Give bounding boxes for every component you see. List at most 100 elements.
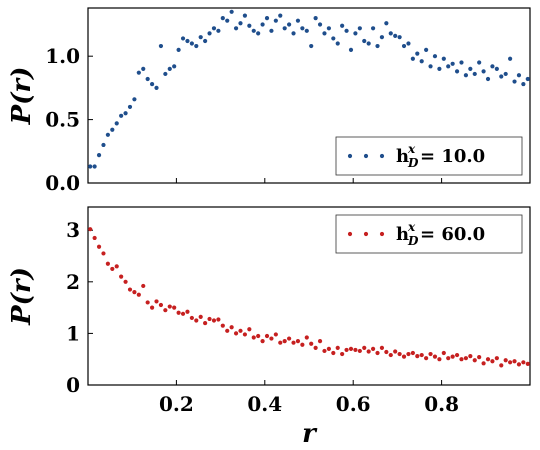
data-point xyxy=(101,142,106,148)
data-point xyxy=(432,354,438,359)
data-point xyxy=(370,26,376,31)
data-point xyxy=(149,81,155,87)
data-point xyxy=(233,331,239,336)
data-point xyxy=(521,81,526,87)
data-point xyxy=(149,305,155,310)
data-point xyxy=(384,349,389,355)
data-point xyxy=(410,56,415,61)
data-point xyxy=(419,59,424,64)
data-point xyxy=(163,71,168,77)
data-point xyxy=(105,132,110,137)
data-point xyxy=(256,31,261,36)
data-point xyxy=(198,314,203,319)
data-point xyxy=(459,60,464,65)
data-point xyxy=(247,327,252,332)
data-point xyxy=(335,345,340,350)
data-point xyxy=(207,316,212,322)
data-point xyxy=(264,333,270,339)
data-point xyxy=(428,351,433,357)
data-point xyxy=(468,354,473,359)
data-point xyxy=(163,308,168,313)
data-point xyxy=(508,56,513,61)
data-point xyxy=(114,264,119,269)
data-point xyxy=(309,43,314,49)
data-point xyxy=(88,164,93,169)
data-point xyxy=(309,341,314,346)
data-point xyxy=(251,28,256,33)
data-point xyxy=(180,36,186,41)
data-point xyxy=(172,64,177,69)
data-point xyxy=(326,26,331,31)
y-tick-label: 1.0 xyxy=(45,44,80,68)
data-point xyxy=(432,54,438,59)
data-point xyxy=(393,33,398,38)
data-point xyxy=(220,16,225,21)
legend-marker xyxy=(363,153,369,159)
top-panel: 0.0 0.5 1.0 P(r) hxD = 10.0 xyxy=(7,7,531,195)
data-point xyxy=(428,64,433,69)
data-point xyxy=(437,66,442,71)
data-point xyxy=(340,351,345,357)
data-point xyxy=(490,64,495,69)
data-point xyxy=(322,348,327,354)
data-point xyxy=(198,35,203,40)
data-point xyxy=(141,66,146,71)
data-point xyxy=(264,16,270,21)
data-point xyxy=(463,73,469,78)
legend-marker xyxy=(379,231,385,237)
data-point xyxy=(88,227,93,232)
data-point xyxy=(145,76,150,82)
data-point xyxy=(525,361,530,366)
data-points xyxy=(88,227,530,368)
data-point xyxy=(287,336,292,341)
data-point xyxy=(216,28,221,33)
y-tick-label: 0.5 xyxy=(45,108,80,132)
data-point xyxy=(317,339,323,344)
data-point xyxy=(119,113,124,118)
data-point xyxy=(123,111,128,116)
data-point xyxy=(233,26,239,31)
data-point xyxy=(322,31,327,36)
data-point xyxy=(503,71,508,77)
data-point xyxy=(393,349,398,354)
data-point xyxy=(119,274,124,279)
data-point xyxy=(242,13,248,18)
data-point xyxy=(114,121,119,126)
legend-label-sub: D xyxy=(407,234,419,248)
y-tick-label: 2 xyxy=(66,270,80,294)
data-point xyxy=(176,310,181,315)
legend-label-h: h xyxy=(396,224,409,245)
data-point xyxy=(123,279,128,284)
data-point xyxy=(348,47,354,52)
data-point xyxy=(485,357,491,362)
data-point xyxy=(141,283,146,289)
data-point xyxy=(278,13,283,18)
data-point xyxy=(256,333,261,339)
data-point xyxy=(92,164,97,169)
legend-marker xyxy=(347,153,353,159)
legend-label-sup: x xyxy=(407,220,416,234)
data-point xyxy=(379,345,385,350)
data-point xyxy=(180,311,186,316)
data-point xyxy=(269,28,274,33)
data-point xyxy=(388,352,393,358)
data-point xyxy=(384,21,389,26)
y-axis-label: P(r) xyxy=(7,67,37,126)
data-point xyxy=(366,349,371,354)
data-point xyxy=(521,360,526,365)
data-point xyxy=(406,351,411,357)
data-point xyxy=(189,41,194,46)
data-point xyxy=(340,23,345,28)
y-tick-label: 1 xyxy=(66,321,80,345)
data-point xyxy=(203,38,208,44)
data-point xyxy=(331,36,336,41)
data-point xyxy=(454,69,460,74)
data-point xyxy=(450,61,455,66)
data-point xyxy=(468,66,473,71)
data-point xyxy=(291,340,296,345)
legend-label-sup: x xyxy=(407,142,416,156)
legend: hxD = 10.0 xyxy=(335,136,523,176)
data-point xyxy=(508,360,513,365)
data-point xyxy=(499,74,504,79)
data-point xyxy=(441,56,446,61)
